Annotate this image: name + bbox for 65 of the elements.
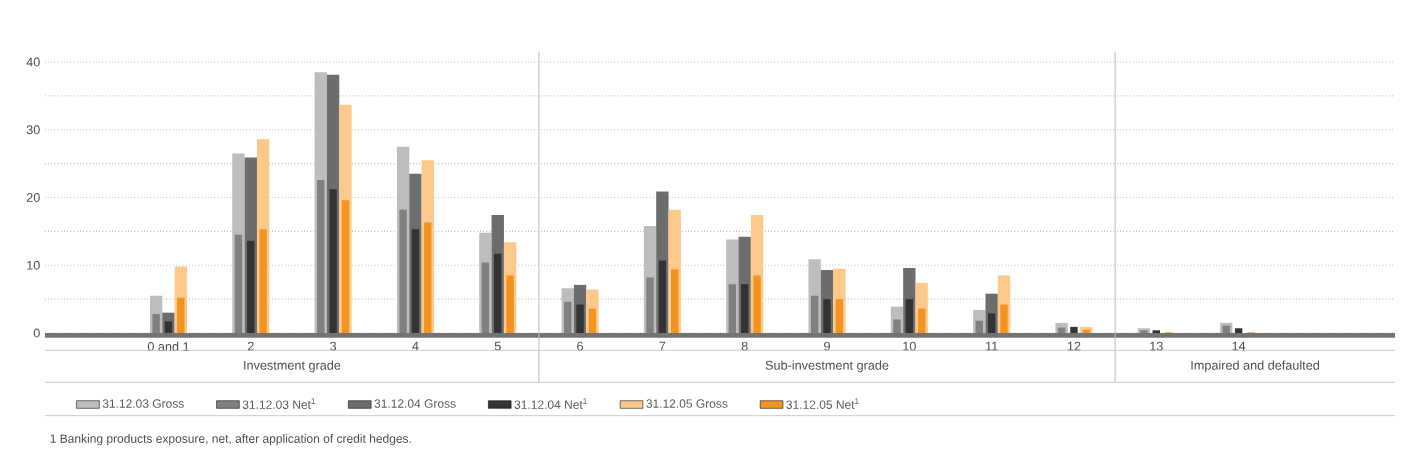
y-tick-label: 30	[26, 125, 40, 135]
bar	[576, 304, 584, 333]
bar	[658, 260, 667, 333]
x-tick-label: 9	[824, 341, 830, 351]
bar	[588, 308, 597, 333]
bar	[823, 299, 831, 333]
bar	[1152, 330, 1160, 333]
y-tick-label: 10	[27, 260, 40, 270]
bar	[152, 314, 160, 333]
bar	[671, 269, 679, 333]
x-tick-label: 6	[577, 341, 584, 351]
bar	[1070, 326, 1078, 333]
bar	[917, 308, 926, 333]
bar	[1000, 304, 1008, 333]
bar	[905, 299, 914, 333]
text: Impaired and defaulted	[1191, 360, 1320, 373]
bar	[317, 179, 325, 333]
bar	[753, 275, 761, 333]
x-tick-label: 13	[1150, 341, 1163, 351]
text: Sub-investment grade	[765, 360, 889, 373]
y-tick-label: 0	[33, 328, 40, 338]
legend-label: 31.12.04 Gross	[374, 399, 456, 408]
bar	[506, 275, 514, 333]
bar	[259, 229, 267, 333]
x-tick-label: 10	[903, 341, 916, 351]
y-tick-label: 20	[26, 193, 40, 202]
bar	[646, 277, 654, 333]
legend-label: 31.12.05 Gross	[646, 399, 728, 408]
legend-label: 31.12.04 Net$^{1}$	[514, 398, 587, 409]
bar	[728, 284, 737, 333]
bar	[741, 284, 749, 333]
text: 1 Banking products exposure, net, after application of credit hedges.	[50, 434, 411, 446]
bar	[481, 262, 490, 333]
bar	[341, 200, 350, 333]
bar	[494, 253, 502, 333]
legend-label: 31.12.05 Net$^{1}$	[786, 398, 859, 409]
x-tick-label: 0 and 1	[147, 341, 189, 352]
bar	[893, 319, 901, 333]
x-tick-label: 14	[1232, 341, 1246, 351]
bar	[424, 222, 432, 333]
x-tick-label: 11	[986, 341, 998, 351]
bar	[564, 301, 572, 333]
x-tick-label: 4	[412, 341, 419, 351]
x-tick-label: 7	[659, 341, 666, 351]
legend-label: 31.12.03 Net$^{1}$	[242, 398, 316, 409]
y-tick-label: 40	[26, 57, 40, 67]
bar	[247, 240, 255, 333]
legend-label: 31.12.03 Gross	[102, 399, 184, 408]
bar	[810, 295, 819, 333]
bar	[234, 234, 243, 333]
text: Investment grade	[244, 360, 341, 373]
bar	[1234, 328, 1243, 333]
bar	[164, 321, 173, 333]
bar	[399, 209, 407, 333]
bar	[835, 299, 844, 333]
bar	[177, 297, 185, 333]
x-tick-label: 12	[1067, 341, 1081, 351]
bar	[987, 313, 996, 333]
x-tick-label: 2	[247, 341, 254, 351]
x-tick-label: 5	[494, 341, 501, 351]
x-tick-label: 8	[741, 341, 748, 351]
bar	[329, 189, 337, 333]
bar	[975, 320, 984, 333]
x-tick-label: 3	[330, 341, 337, 351]
bar	[411, 229, 420, 333]
